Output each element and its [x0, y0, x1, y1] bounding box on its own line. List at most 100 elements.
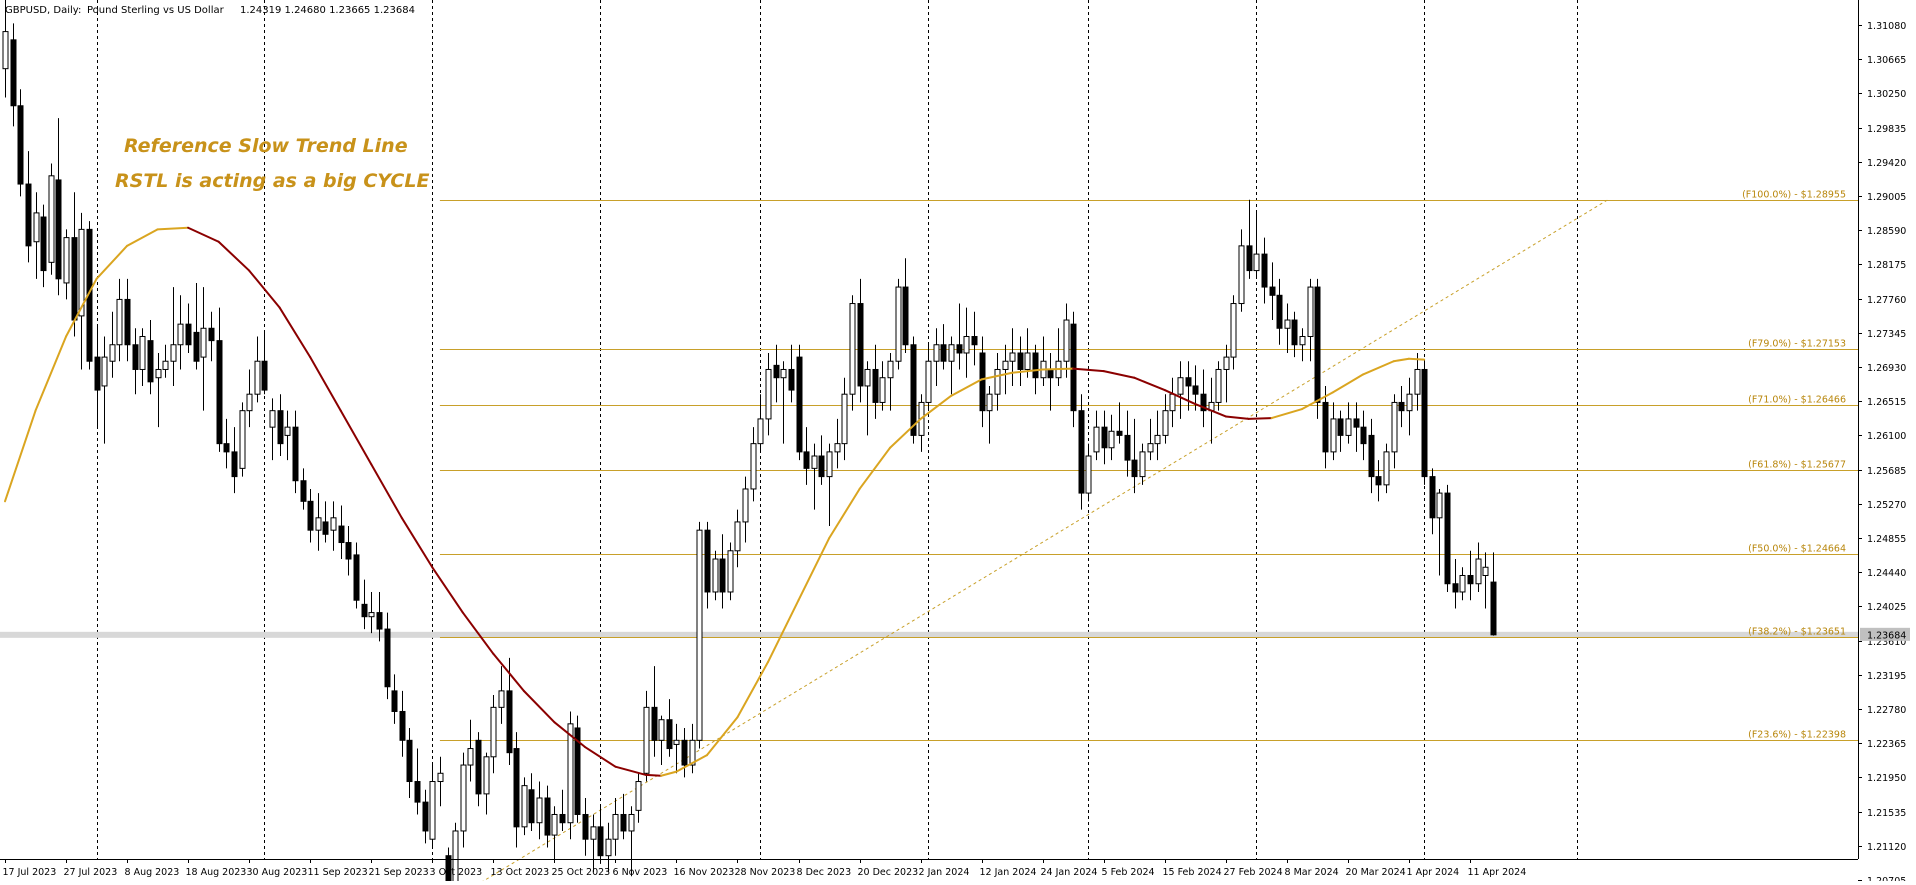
- fib-level-label: (F23.6%) - $1.22398: [1748, 730, 1846, 741]
- chart-header-description: Pound Sterling vs US Dollar: [87, 5, 225, 16]
- fib-level-label: (F71.0%) - $1.26466: [1748, 395, 1846, 406]
- time-tick: 13 Oct 2023: [491, 859, 550, 878]
- candle-body: [651, 706, 658, 741]
- candle-body: [1490, 581, 1497, 636]
- price-tick: 1.26515: [1858, 397, 1906, 408]
- rstl-segment: [660, 770, 678, 777]
- candle-body: [216, 340, 223, 445]
- time-tick-label: 13 Oct 2023: [491, 867, 550, 878]
- candle-body: [658, 719, 665, 741]
- candle-body: [307, 500, 314, 531]
- candle-body: [902, 286, 909, 346]
- candle-body: [1337, 418, 1344, 436]
- candle: [429, 765, 436, 848]
- candle-body: [574, 727, 581, 815]
- candle-body: [1253, 253, 1260, 272]
- price-tick-label: 1.21120: [1867, 842, 1906, 853]
- price-tick: 1.29835: [1858, 124, 1906, 135]
- candle-body: [590, 826, 597, 840]
- candle: [513, 732, 520, 848]
- candle: [467, 719, 474, 782]
- candle: [361, 579, 368, 630]
- candle: [1147, 418, 1154, 461]
- candle: [208, 311, 215, 362]
- current-price-label-bg: [1860, 627, 1910, 641]
- candle-body: [399, 710, 406, 741]
- rstl-segment: [1392, 357, 1410, 363]
- candle: [559, 789, 566, 831]
- candle: [78, 212, 85, 370]
- price-tick: 1.23610: [1858, 637, 1906, 648]
- time-tick: 8 Aug 2023: [125, 859, 180, 878]
- candle: [658, 715, 665, 766]
- candle-body: [1070, 323, 1077, 412]
- time-tick-label: 11 Apr 2024: [1468, 867, 1527, 878]
- candle: [1269, 262, 1276, 321]
- rstl-segment: [95, 244, 129, 280]
- candle: [498, 666, 505, 724]
- candle: [979, 336, 986, 428]
- rstl-segment: [1362, 360, 1395, 376]
- candle: [239, 402, 246, 477]
- time-tick: 25 Oct 2023: [552, 859, 611, 878]
- candle-body: [1444, 492, 1451, 585]
- candle: [1017, 336, 1024, 386]
- price-tick: 1.27760: [1858, 295, 1906, 306]
- time-tick-label: 18 Aug 2023: [186, 867, 247, 878]
- candle: [1436, 488, 1443, 576]
- candle-body: [1429, 476, 1436, 519]
- candle-body: [597, 826, 604, 857]
- candle: [1414, 352, 1421, 411]
- price-tick-label: 1.21950: [1867, 773, 1906, 784]
- candle: [796, 344, 803, 461]
- rstl-segment: [370, 463, 403, 519]
- candle-body: [1093, 426, 1100, 453]
- candle: [48, 163, 55, 275]
- time-tick: 3 Oct 2023: [430, 859, 482, 878]
- candle: [788, 344, 795, 403]
- candle-body: [101, 356, 108, 387]
- candle: [773, 344, 780, 403]
- time-tick-label: 24 Jan 2024: [1041, 867, 1098, 878]
- rstl-segment: [1194, 403, 1227, 418]
- time-tick: 15 Feb 2024: [1163, 859, 1222, 878]
- candle: [834, 418, 841, 469]
- candle-body: [239, 410, 246, 469]
- price-axis-ticks: 1.31080 1.30665 1.30250 1.29835 1.29420 1.290…: [1858, 21, 1906, 885]
- time-tick: 1 Apr 2024: [1407, 859, 1459, 878]
- candle-body: [261, 360, 268, 391]
- candle: [895, 278, 902, 370]
- price-tick-label: 1.29420: [1867, 158, 1906, 169]
- time-tick: 24 Jan 2024: [1041, 859, 1098, 878]
- time-tick-label: 8 Aug 2023: [125, 867, 180, 878]
- candle-body: [1169, 393, 1176, 412]
- candle: [254, 336, 261, 403]
- candle: [567, 711, 574, 840]
- time-tick: 2 Jan 2024: [919, 859, 969, 878]
- price-tick: 1.27345: [1858, 329, 1906, 340]
- candle: [155, 352, 162, 428]
- price-tick-label: 1.23610: [1867, 637, 1906, 648]
- candle-body: [155, 368, 162, 379]
- candle: [605, 822, 612, 873]
- candle-body: [879, 377, 886, 403]
- candle: [1116, 402, 1123, 444]
- candle-body: [116, 298, 123, 346]
- time-tick-label: 20 Mar 2024: [1346, 867, 1406, 878]
- candle-body: [63, 237, 70, 284]
- candle: [132, 328, 139, 395]
- time-tick-label: 25 Oct 2023: [552, 867, 611, 878]
- rstl-segment: [156, 226, 190, 231]
- candle-body: [963, 336, 970, 354]
- annotation-subtitle: RSTL is acting as a big CYCLE: [115, 170, 429, 192]
- candle: [704, 521, 711, 609]
- candle-body: [170, 344, 177, 362]
- candle: [1391, 394, 1398, 469]
- candle: [1154, 410, 1161, 461]
- candle-body: [1200, 393, 1207, 412]
- current-price-band: [0, 631, 1858, 638]
- candle-body: [1215, 368, 1222, 403]
- price-tick-label: 1.23195: [1867, 671, 1906, 682]
